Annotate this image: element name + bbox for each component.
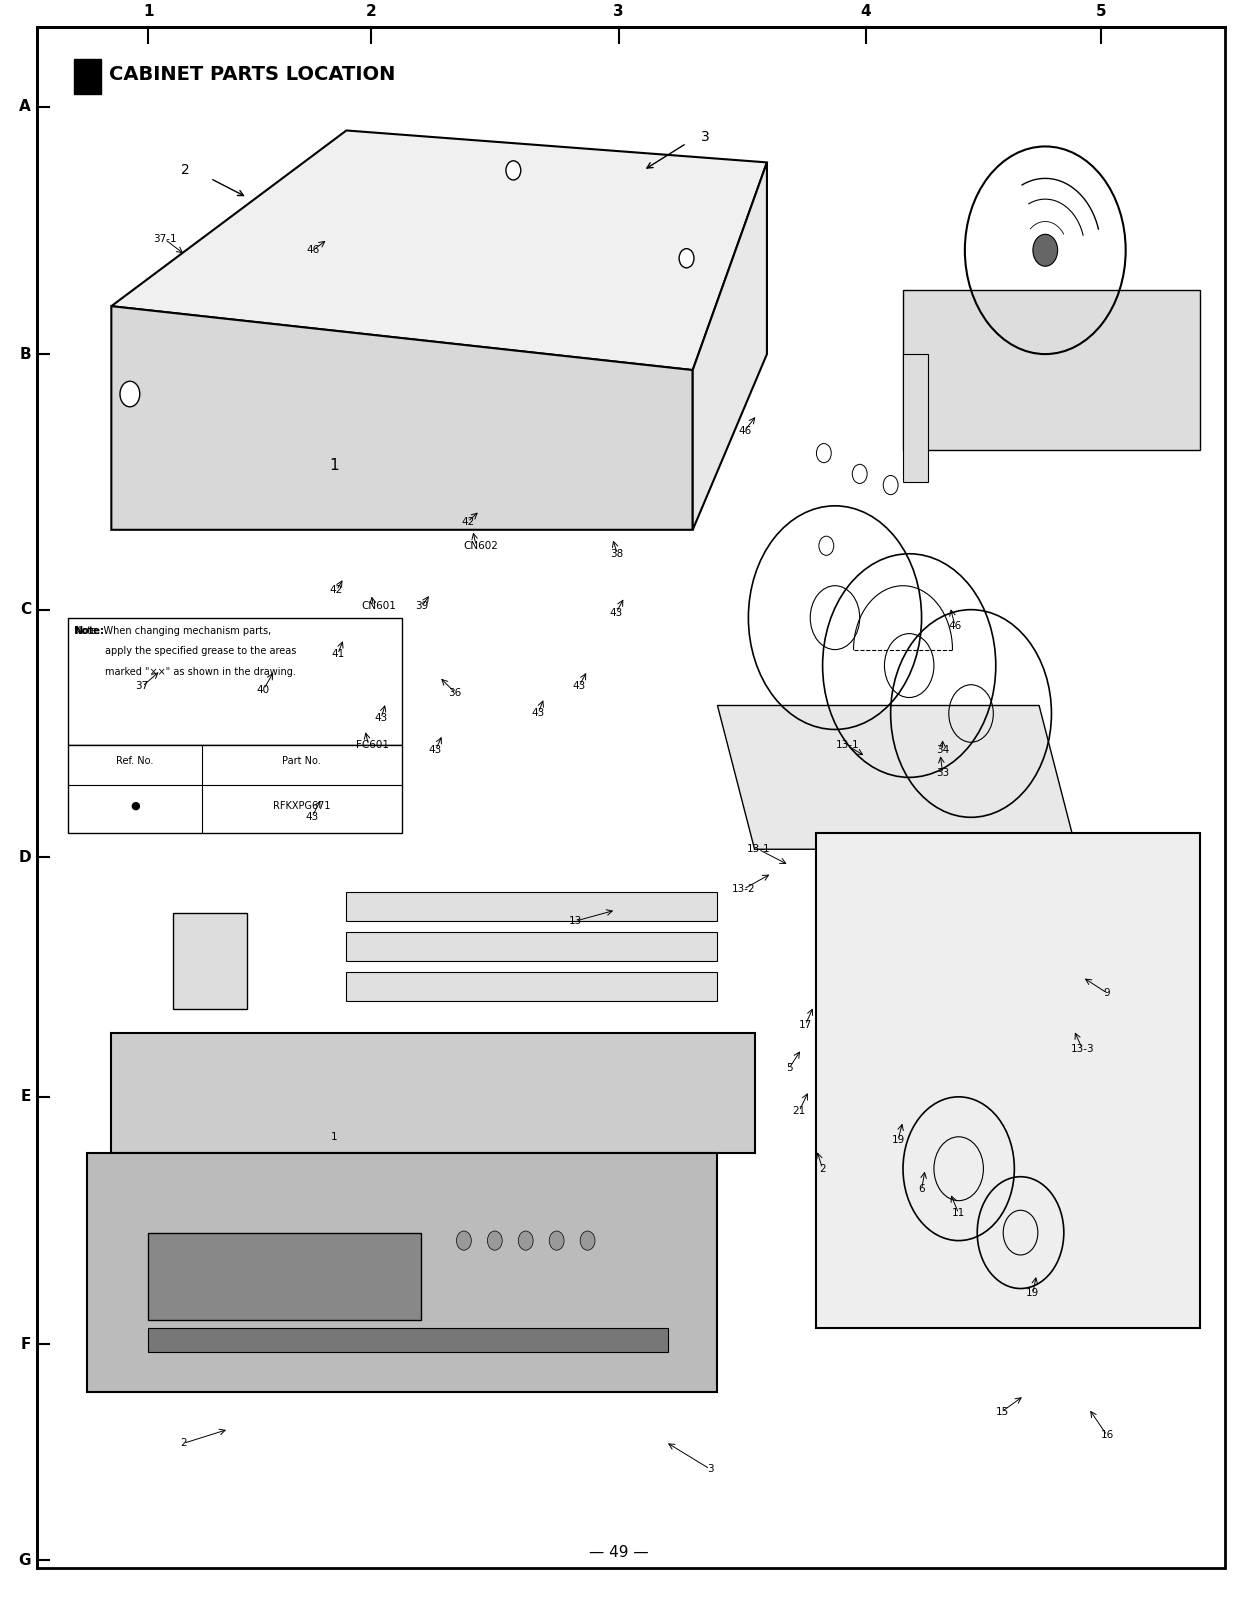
- Text: 33: 33: [936, 768, 949, 778]
- Text: 17: 17: [799, 1019, 811, 1030]
- Text: 1: 1: [143, 3, 153, 19]
- Text: 37: 37: [136, 682, 148, 691]
- Text: 13-2: 13-2: [731, 885, 756, 894]
- Text: 9: 9: [1103, 989, 1111, 998]
- Text: 13-3: 13-3: [1070, 1043, 1095, 1054]
- Circle shape: [883, 475, 898, 494]
- Bar: [346, 973, 717, 1002]
- Bar: [346, 933, 717, 962]
- Polygon shape: [816, 834, 1200, 1328]
- Text: 43: 43: [532, 709, 544, 718]
- Text: 42: 42: [330, 586, 343, 595]
- Text: 43: 43: [306, 813, 318, 822]
- Text: 13-1: 13-1: [746, 845, 771, 854]
- Circle shape: [816, 443, 831, 462]
- Text: FC601: FC601: [356, 741, 390, 750]
- Text: 16: 16: [1101, 1430, 1113, 1440]
- Text: 37-1: 37-1: [152, 234, 177, 245]
- Text: 43: 43: [610, 608, 622, 618]
- Bar: [68, 618, 402, 746]
- Text: 1: 1: [329, 459, 339, 474]
- Bar: [74, 59, 101, 94]
- Text: CN601: CN601: [361, 602, 396, 611]
- Text: 43: 43: [573, 682, 585, 691]
- Text: B: B: [20, 347, 31, 362]
- Text: G: G: [19, 1552, 31, 1568]
- Text: Ref. No.: Ref. No.: [116, 757, 153, 766]
- Text: 40: 40: [257, 685, 270, 694]
- Polygon shape: [111, 131, 767, 370]
- Text: 36: 36: [449, 688, 461, 698]
- Circle shape: [679, 248, 694, 267]
- Text: 1: 1: [330, 1131, 338, 1142]
- Text: D: D: [19, 850, 31, 864]
- Text: 2: 2: [181, 163, 190, 178]
- Text: 42: 42: [461, 517, 474, 526]
- Text: — 49 —: — 49 —: [589, 1544, 648, 1560]
- Text: 3: 3: [700, 130, 710, 144]
- Text: 46: 46: [949, 621, 961, 630]
- Circle shape: [852, 464, 867, 483]
- Text: Note:: Note:: [74, 626, 104, 635]
- Text: 3: 3: [706, 1464, 714, 1474]
- Bar: [68, 746, 402, 834]
- Text: 19: 19: [1027, 1288, 1039, 1298]
- Text: 2: 2: [819, 1163, 826, 1174]
- Text: 5: 5: [785, 1062, 793, 1074]
- Polygon shape: [173, 914, 247, 1010]
- Text: 2: 2: [366, 3, 376, 19]
- Circle shape: [580, 1230, 595, 1250]
- Text: 43: 43: [429, 746, 442, 755]
- Text: F: F: [21, 1338, 31, 1352]
- Text: Part No.: Part No.: [282, 757, 322, 766]
- Circle shape: [1033, 234, 1058, 266]
- Text: 11: 11: [952, 1208, 965, 1219]
- Polygon shape: [693, 163, 767, 530]
- Text: A: A: [20, 99, 31, 114]
- Text: 34: 34: [936, 746, 949, 755]
- Text: CN602: CN602: [464, 541, 499, 550]
- Circle shape: [506, 162, 521, 179]
- Circle shape: [456, 1230, 471, 1250]
- Circle shape: [487, 1230, 502, 1250]
- Bar: [346, 893, 717, 922]
- Text: 46: 46: [307, 245, 319, 256]
- Text: 6: 6: [918, 1184, 925, 1195]
- Text: 43: 43: [375, 714, 387, 723]
- Text: apply the specified grease to the areas: apply the specified grease to the areas: [105, 646, 297, 656]
- Text: ●: ●: [130, 802, 140, 811]
- Text: 38: 38: [611, 549, 623, 558]
- Text: 15: 15: [996, 1406, 1008, 1416]
- Text: 19: 19: [892, 1134, 904, 1146]
- Polygon shape: [903, 354, 928, 482]
- Bar: [148, 1328, 668, 1352]
- Text: Note: When changing mechanism parts,: Note: When changing mechanism parts,: [74, 626, 271, 635]
- Text: C: C: [20, 602, 31, 618]
- Text: 21: 21: [793, 1106, 805, 1117]
- Text: 3: 3: [614, 3, 623, 19]
- Text: 41: 41: [332, 650, 344, 659]
- Polygon shape: [87, 1152, 717, 1392]
- Text: E: E: [21, 1090, 31, 1104]
- Circle shape: [549, 1230, 564, 1250]
- Circle shape: [120, 381, 140, 406]
- Polygon shape: [111, 306, 693, 530]
- Text: 2: 2: [179, 1438, 187, 1448]
- Text: RFKXPG671: RFKXPG671: [273, 802, 330, 811]
- Polygon shape: [717, 706, 1076, 850]
- Polygon shape: [111, 1034, 755, 1152]
- Polygon shape: [903, 290, 1200, 450]
- Text: 4: 4: [861, 3, 871, 19]
- Text: 13-1: 13-1: [835, 741, 860, 750]
- Text: marked "××" as shown in the drawing.: marked "××" as shown in the drawing.: [105, 667, 296, 677]
- Text: 5: 5: [1096, 3, 1106, 19]
- Text: 13: 13: [569, 917, 581, 926]
- Circle shape: [819, 536, 834, 555]
- Text: CABINET PARTS LOCATION: CABINET PARTS LOCATION: [109, 66, 396, 85]
- Text: 39: 39: [416, 602, 428, 611]
- Circle shape: [518, 1230, 533, 1250]
- Bar: [148, 1232, 421, 1320]
- Text: 46: 46: [738, 426, 751, 435]
